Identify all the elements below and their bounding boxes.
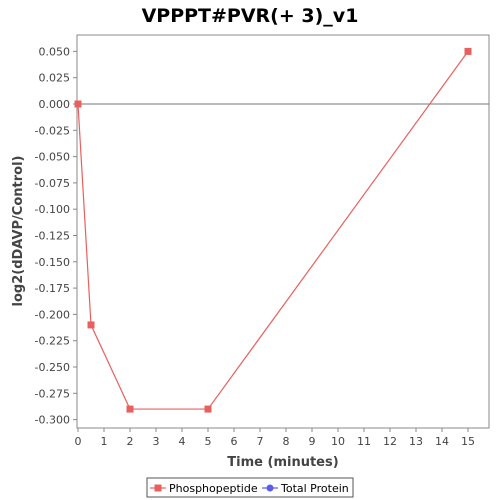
legend-marker-phosphopeptide bbox=[154, 484, 162, 492]
x-tick-label: 5 bbox=[205, 435, 212, 448]
data-point bbox=[126, 405, 134, 413]
y-tick-label: -0.025 bbox=[35, 124, 70, 137]
plot-area bbox=[76, 34, 490, 429]
x-tick-label: 8 bbox=[283, 435, 290, 448]
x-tick-label: 2 bbox=[127, 435, 134, 448]
y-tick-label: -0.150 bbox=[35, 256, 70, 269]
data-point bbox=[204, 405, 212, 413]
data-point bbox=[87, 321, 95, 329]
x-tick-label: 12 bbox=[383, 435, 397, 448]
y-tick-label: -0.175 bbox=[35, 282, 70, 295]
legend-box bbox=[146, 477, 354, 498]
x-axis-label: Time (minutes) bbox=[227, 455, 338, 470]
x-tick-label: 0 bbox=[75, 435, 82, 448]
y-tick-label: -0.300 bbox=[35, 414, 70, 427]
x-tick-label: 3 bbox=[153, 435, 160, 448]
y-tick-label: -0.225 bbox=[35, 335, 70, 348]
y-tick-label: -0.125 bbox=[35, 230, 70, 243]
x-tick-label: 13 bbox=[409, 435, 423, 448]
x-tick-label: 9 bbox=[309, 435, 316, 448]
y-tick-label: -0.250 bbox=[35, 361, 70, 374]
legend: Phosphopeptide Total Protein bbox=[146, 477, 354, 498]
x-tick-label: 7 bbox=[257, 435, 264, 448]
y-tick-label: -0.200 bbox=[35, 308, 70, 321]
x-tick-label: 15 bbox=[461, 435, 475, 448]
legend-label-total-protein: Total Protein bbox=[280, 482, 349, 495]
data-point bbox=[464, 47, 472, 55]
x-tick-label: 4 bbox=[179, 435, 186, 448]
data-point bbox=[74, 100, 82, 108]
y-tick-label: 0.000 bbox=[39, 98, 71, 111]
y-axis-label: log2(dDAVP/Control) bbox=[11, 156, 26, 307]
x-tick-label: 11 bbox=[357, 435, 371, 448]
legend-marker-total-protein bbox=[266, 484, 274, 492]
y-tick-label: 0.050 bbox=[39, 45, 71, 58]
x-tick-label: 10 bbox=[331, 435, 345, 448]
y-tick-label: -0.075 bbox=[35, 177, 70, 190]
x-tick-label: 1 bbox=[101, 435, 108, 448]
chart-title: VPPPT#PVR(+ 3)_v1 bbox=[142, 5, 359, 27]
y-tick-label: -0.275 bbox=[35, 387, 70, 400]
y-tick-label: 0.025 bbox=[39, 72, 71, 85]
x-tick-label: 14 bbox=[435, 435, 449, 448]
legend-label-phosphopeptide: Phosphopeptide bbox=[169, 482, 258, 495]
x-tick-label: 6 bbox=[231, 435, 238, 448]
y-tick-label: -0.050 bbox=[35, 151, 70, 164]
y-tick-label: -0.100 bbox=[35, 203, 70, 216]
